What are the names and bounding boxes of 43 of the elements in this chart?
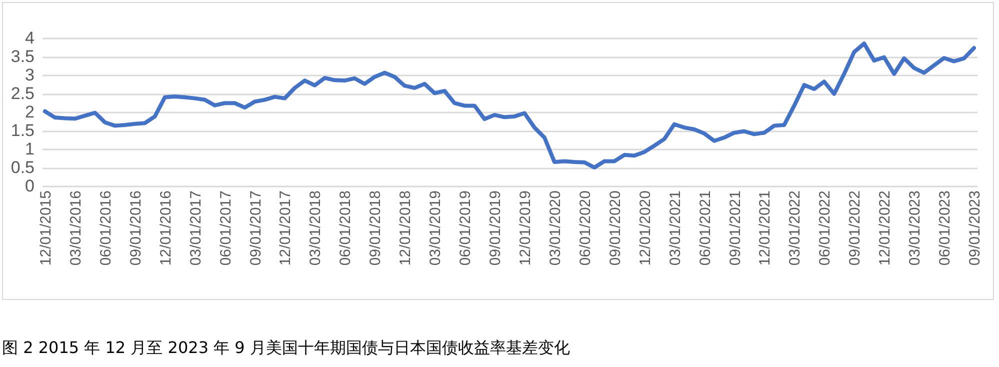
line-series xyxy=(42,42,976,170)
y-tick-label: 0 xyxy=(25,176,34,196)
y-tick-label: 1 xyxy=(25,140,34,158)
x-tick-label: 06/01/2016 xyxy=(97,190,114,266)
y-tick-label: 3 xyxy=(25,66,34,84)
x-tick-label: 12/01/2022 xyxy=(876,190,894,266)
x-tick-label: 09/01/2020 xyxy=(606,190,624,266)
x-tick-label: 06/01/2023 xyxy=(936,190,954,266)
y-tick-label: 2.5 xyxy=(10,84,34,103)
x-tick-label: 12/01/2016 xyxy=(157,190,174,266)
y-tick-label: 2 xyxy=(25,102,34,122)
x-tick-label: 12/01/2018 xyxy=(397,190,414,266)
x-tick-label: 12/01/2021 xyxy=(756,190,774,266)
y-tick-label: 0.5 xyxy=(10,158,34,177)
x-tick-label: 06/01/2022 xyxy=(816,190,834,266)
y-tick-label: 1.5 xyxy=(10,121,34,140)
x-tick-label: 03/01/2019 xyxy=(427,190,444,266)
x-tick-label: 09/01/2018 xyxy=(367,190,384,266)
x-tick-label: 12/01/2015 xyxy=(37,190,54,266)
x-tick-label: 03/01/2021 xyxy=(666,190,684,266)
x-tick-label: 03/01/2022 xyxy=(786,190,804,266)
x-tick-label: 09/01/2016 xyxy=(127,190,144,266)
x-tick-label: 06/01/2018 xyxy=(337,190,354,266)
x-tick-label: 12/01/2020 xyxy=(636,190,654,266)
x-tick-label: 03/01/2017 xyxy=(187,190,204,266)
x-tick-label: 12/01/2019 xyxy=(516,190,534,266)
y-tick-label: 3.5 xyxy=(10,47,34,66)
x-tick-label: 03/01/2020 xyxy=(546,190,564,266)
caption: 图 2 2015 年 12 月至 2023 年 9 月美国十年期国债与日本国债收益率基差变化 xyxy=(2,338,570,359)
y-tick-label: 4 xyxy=(25,28,34,48)
x-tick-label: 03/01/2016 xyxy=(67,190,84,266)
x-tick-label: 09/01/2017 xyxy=(247,190,264,266)
x-tick-label: 09/01/2021 xyxy=(726,190,744,266)
x-tick-label: 03/01/2023 xyxy=(906,190,924,266)
x-tick-label: 06/01/2017 xyxy=(217,190,234,266)
x-tick-label: 06/01/2020 xyxy=(576,190,594,266)
x-tick-label: 06/01/2019 xyxy=(457,190,474,266)
x-tick-label: 12/01/2017 xyxy=(277,190,294,266)
x-tick-label: 09/01/2022 xyxy=(846,190,864,266)
x-tick-label: 09/01/2019 xyxy=(487,190,504,266)
x-tick-label: 06/01/2021 xyxy=(696,190,714,266)
x-tick-label: 09/01/2023 xyxy=(966,190,984,266)
x-tick-label: 03/01/2018 xyxy=(307,190,324,266)
